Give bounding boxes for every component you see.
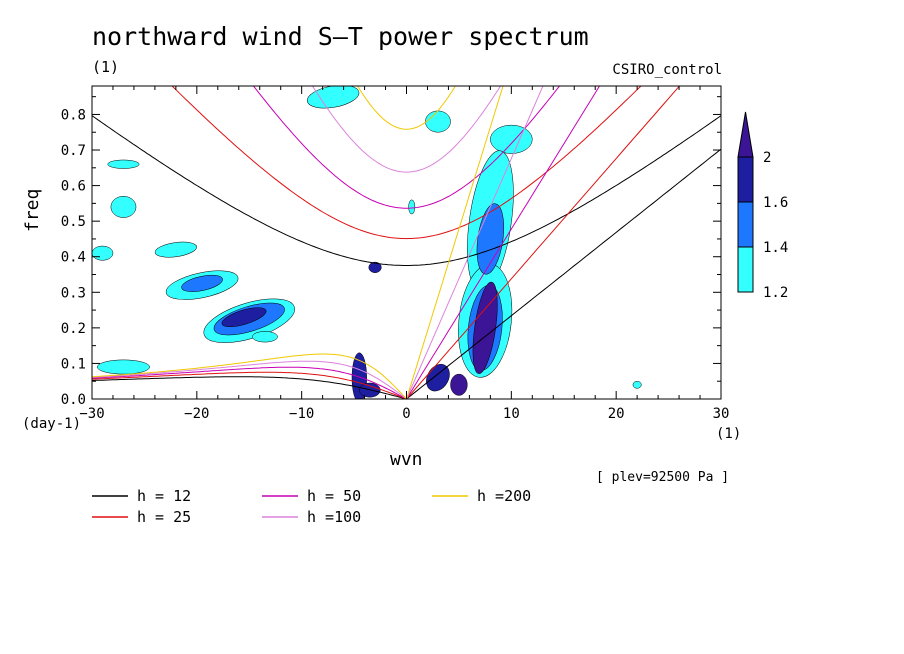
- y-tick-label: 0.7: [61, 143, 86, 159]
- contour-region: [252, 331, 278, 343]
- y-axis-label: freq: [22, 188, 43, 232]
- y-tick-label: 0.1: [61, 356, 86, 372]
- colorbar-extend-triangle: [737, 111, 754, 158]
- kelvin-curve: [406, 86, 504, 399]
- colorbar-label: 1.4: [763, 240, 788, 256]
- contour-region: [110, 196, 137, 218]
- colorbar-label: 1.6: [763, 195, 788, 211]
- contour-region: [181, 274, 223, 292]
- contour-region: [450, 373, 468, 396]
- rossby-curve: [92, 376, 407, 399]
- y-tick-label: 0.6: [61, 179, 86, 195]
- kelvin-curve: [406, 86, 681, 399]
- x-tick-label: 0: [402, 406, 410, 422]
- ig-curve: [252, 86, 561, 209]
- ig-curve: [171, 86, 642, 240]
- legend-label: h =100: [307, 508, 361, 526]
- y-tick-label: 0.0: [61, 392, 86, 408]
- rossby-curve: [92, 371, 407, 399]
- colorbar-box: [737, 246, 754, 293]
- x-tick-label: 30: [713, 406, 730, 422]
- contour-region: [632, 380, 642, 389]
- ig-curve: [92, 115, 721, 266]
- y-tick-label: 0.3: [61, 285, 86, 301]
- ig-curve: [311, 86, 502, 173]
- contour-region: [107, 159, 140, 169]
- colorbar-box: [737, 156, 754, 203]
- legend-label: h = 50: [307, 487, 361, 505]
- legend-label: h = 12: [137, 487, 191, 505]
- kelvin-curve: [406, 86, 544, 399]
- y-tick-label: 0.5: [61, 214, 86, 230]
- model-name: CSIRO_control: [612, 62, 722, 78]
- rossby-curve: [92, 366, 407, 399]
- y-tick-label: 0.8: [61, 107, 86, 123]
- x-tick-label: 10: [503, 406, 520, 422]
- x-tick-label: −30: [79, 406, 104, 422]
- ig-curve: [357, 86, 456, 130]
- y-axis-unit: (day-1): [22, 416, 82, 432]
- contour-region: [425, 110, 451, 133]
- contour-region: [92, 245, 114, 261]
- contour-region: [221, 307, 267, 328]
- contour-region: [472, 281, 498, 374]
- y-tick-label: 0.2: [61, 321, 86, 337]
- x-tick-label: 20: [608, 406, 625, 422]
- contour-region: [490, 124, 533, 154]
- pressure-level-label: [ plev=92500 Pa ]: [596, 470, 730, 485]
- power-contours: [92, 86, 642, 399]
- kelvin-curve: [406, 86, 601, 399]
- rossby-curve: [92, 353, 407, 399]
- contour-region: [154, 241, 197, 258]
- contour-region: [408, 199, 416, 215]
- dispersion-curves: [92, 86, 721, 399]
- legend-label: h =200: [477, 487, 531, 505]
- kelvin-curve: [406, 148, 721, 399]
- x-tick-label: −10: [289, 406, 314, 422]
- x-axis-label: wvn: [390, 449, 423, 470]
- colorbar-box: [737, 201, 754, 248]
- colorbar-label: 1.2: [763, 285, 788, 301]
- axis-ticks: −30 −20 −10 0 10 20 30 0.0 0.1 0.2 0.3 0.4 0.5 0.6 0.7…: [61, 86, 730, 422]
- contour-region: [368, 261, 382, 273]
- colorbar: 1.2 1.6 1.4 2: [737, 111, 788, 301]
- rossby-curve: [92, 360, 407, 399]
- y-tick-label: 0.4: [61, 250, 86, 266]
- legend: h = 12 h = 25 h = 50 h =100 h =200: [92, 487, 531, 526]
- x-tick-label: −20: [184, 406, 209, 422]
- chart-title: northward wind S–T power spectrum: [92, 22, 589, 51]
- contour-region: [96, 359, 150, 375]
- legend-label: h = 25: [137, 508, 191, 526]
- chart-subtitle: (1): [92, 58, 120, 76]
- colorbar-label: 2: [763, 150, 771, 166]
- contour-region: [426, 364, 450, 392]
- x-axis-unit: (1): [716, 426, 742, 442]
